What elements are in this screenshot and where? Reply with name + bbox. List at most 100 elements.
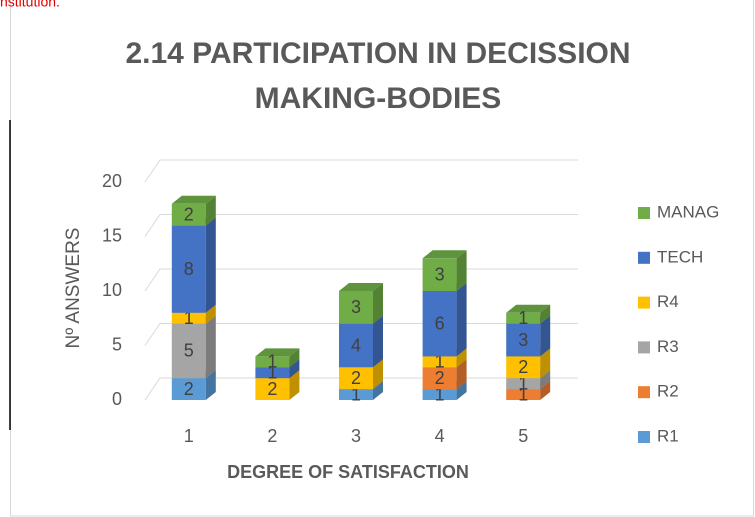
y-tick-label: 15 (102, 225, 122, 245)
bar-side (456, 250, 467, 291)
bar-segment (171, 225, 206, 313)
data-label: 4 (351, 335, 361, 355)
x-axis-title: DEGREE OF SATISFACTION (227, 462, 469, 482)
data-label: 1 (435, 352, 445, 372)
legend-swatch (638, 431, 650, 443)
bar-side (540, 348, 551, 379)
bar-top (171, 195, 216, 204)
x-tick-label: 2 (267, 426, 277, 446)
data-label: 6 (435, 313, 445, 333)
data-label: 1 (267, 363, 277, 383)
bar-segment (339, 367, 373, 390)
bar-segment (422, 356, 457, 368)
bar-top (506, 304, 551, 313)
data-label: 1 (184, 308, 194, 328)
bar-side (540, 315, 551, 357)
bar-side (205, 195, 216, 226)
legend-swatch (638, 207, 650, 219)
legend-swatch (638, 251, 650, 264)
bar-segment (422, 258, 457, 291)
bar-segment (255, 356, 290, 368)
data-label: 3 (518, 330, 528, 350)
bar-side (456, 359, 467, 390)
bar-side (289, 348, 300, 368)
bar-segment (171, 203, 206, 226)
bar-side (456, 348, 467, 368)
bar-side (373, 315, 383, 368)
grid-line (144, 214, 578, 237)
legend-label: R3 (657, 337, 679, 356)
chart-title: MAKING-BODIES (255, 82, 502, 115)
data-label: 1 (518, 384, 528, 404)
data-label: 2 (435, 368, 445, 388)
data-label: 2 (184, 204, 194, 224)
bar-side (540, 370, 551, 390)
bar-segment (506, 323, 541, 357)
bar-segment (171, 312, 206, 324)
data-label: 1 (351, 384, 361, 404)
page-text: nstitution. (0, 0, 60, 10)
bar-side (205, 304, 216, 324)
data-label: 1 (518, 308, 528, 328)
bar-segment (255, 367, 290, 379)
x-tick-label: 1 (184, 426, 194, 446)
legend-label: R2 (657, 382, 679, 401)
bar-side (205, 315, 216, 379)
bar-segment (422, 389, 457, 400)
bar-side (289, 370, 300, 400)
y-tick-label: 5 (112, 334, 122, 354)
legend-label: R4 (657, 292, 679, 311)
bar-segment (171, 323, 206, 379)
data-label: 8 (184, 259, 194, 279)
legend-label: R1 (657, 426, 679, 445)
bar-top (339, 283, 383, 291)
bar-segment (422, 291, 457, 357)
data-label: 3 (351, 297, 361, 317)
bar-side (205, 370, 216, 400)
data-label: 2 (267, 379, 277, 399)
bar-segment (339, 323, 373, 368)
legend-swatch (638, 386, 650, 399)
chart-title: 2.14 PARTICIPATION IN DECISSION (125, 37, 630, 70)
data-label: 1 (435, 384, 445, 404)
bar-top (422, 250, 467, 259)
y-tick-label: 0 (112, 389, 122, 409)
bar-side (540, 304, 551, 324)
bar-segment (255, 378, 290, 400)
x-tick-label: 5 (518, 426, 528, 446)
legend-label: TECH (657, 247, 703, 266)
bar-side (373, 359, 383, 390)
bar-segment (506, 378, 541, 390)
legend-swatch (638, 341, 650, 354)
bar-side (456, 381, 467, 400)
bar-segment (171, 378, 206, 400)
legend-label: MANAG (657, 202, 719, 221)
y-tick-label: 10 (102, 280, 122, 300)
y-axis-title: Nº ANSWERS (63, 228, 84, 349)
bar-segment (506, 312, 541, 324)
bar-side (205, 217, 216, 313)
data-label: 1 (267, 352, 277, 372)
chart-border (10, 0, 754, 517)
x-tick-label: 3 (351, 426, 361, 446)
data-label: 3 (435, 264, 445, 284)
bar-top (255, 348, 300, 357)
data-label: 2 (351, 368, 361, 388)
bar-side (456, 283, 467, 357)
bar-segment (506, 356, 541, 379)
bar-side (540, 381, 551, 400)
x-tick-label: 4 (435, 426, 445, 446)
bar-side (373, 381, 383, 400)
grid-line (144, 159, 578, 183)
data-label: 2 (518, 357, 528, 377)
data-label: 5 (184, 341, 194, 361)
bar-segment (506, 389, 541, 400)
bar-side (373, 283, 383, 324)
bar-side (289, 359, 300, 379)
bar-segment (339, 291, 373, 324)
y-tick-label: 20 (102, 171, 122, 191)
legend-swatch (638, 296, 650, 309)
bar-segment (422, 367, 457, 390)
data-label: 1 (518, 373, 528, 393)
